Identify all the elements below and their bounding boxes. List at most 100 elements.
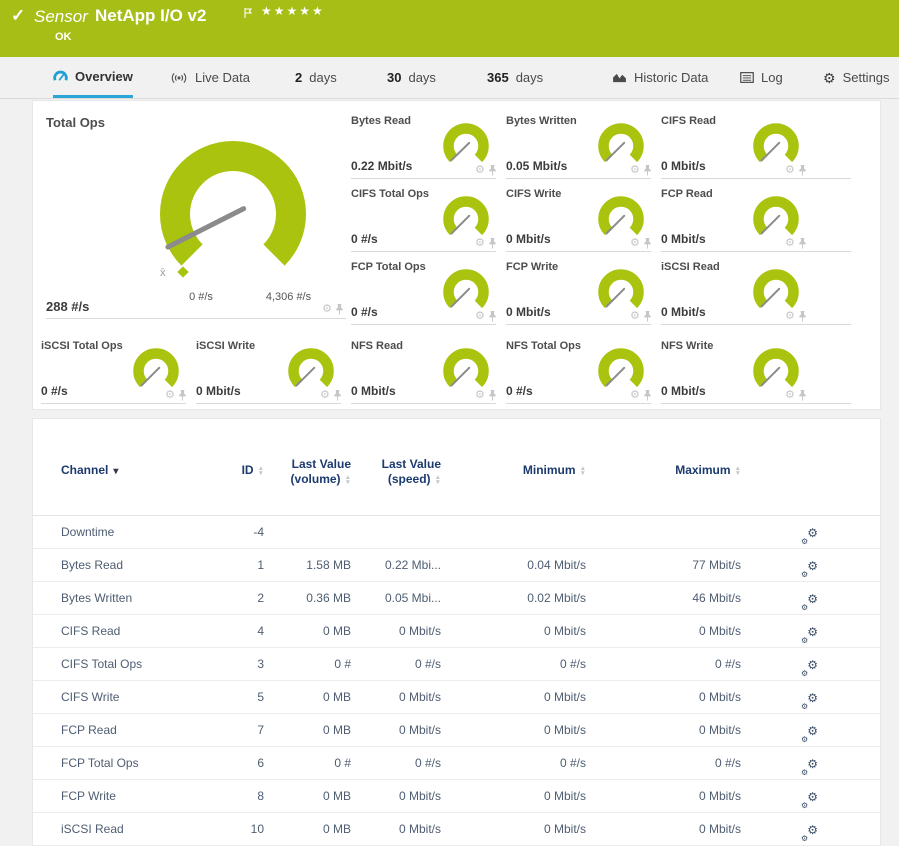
channel-settings-icon[interactable]: ⚙ ⚙ (801, 526, 818, 546)
gauge-needle (760, 214, 781, 235)
channel-settings-icon[interactable]: ⚙ ⚙ (801, 658, 818, 678)
channel-id: 1 (257, 558, 264, 572)
channel-name[interactable]: FCP Read (61, 723, 117, 737)
tab-2-days[interactable]: 2 days (295, 57, 337, 98)
tile-pin-icon[interactable] (333, 390, 342, 401)
gauge-value: 0 #/s (41, 384, 68, 398)
gauge-title: NFS Write (661, 340, 714, 352)
tile-gear-icon[interactable]: ⚙ (475, 164, 485, 176)
sort-arrows-icon: ▲ ▼ (434, 473, 441, 486)
channel-name[interactable]: CIFS Write (61, 690, 120, 704)
gauge-needle (605, 141, 626, 162)
tile-pin-icon[interactable] (488, 238, 497, 249)
priority-stars[interactable]: ★★★★★ (261, 4, 325, 18)
tile-pin-icon[interactable] (335, 304, 344, 315)
tab-live-data[interactable]: Live Data (170, 57, 250, 98)
tab-log[interactable]: Log (740, 57, 783, 98)
column-header-channel[interactable]: Channel ▾ (61, 463, 119, 477)
table-row: CIFS Read 4 0 MB 0 Mbit/s 0 Mbit/s 0 Mbi… (33, 615, 880, 648)
channel-settings-icon[interactable]: ⚙ ⚙ (801, 724, 818, 744)
table-row: FCP Write 8 0 MB 0 Mbit/s 0 Mbit/s 0 Mbi… (33, 780, 880, 813)
tile-pin-icon[interactable] (643, 238, 652, 249)
tile-pin-icon[interactable] (798, 165, 807, 176)
channel-name[interactable]: Bytes Read (61, 558, 124, 572)
tile-pin-icon[interactable] (488, 390, 497, 401)
channel-name[interactable]: FCP Total Ops (61, 756, 139, 770)
tile-gear-icon[interactable]: ⚙ (785, 389, 795, 401)
tab-30-days[interactable]: 30 days (387, 57, 436, 98)
gauge-value: 0 Mbit/s (661, 159, 706, 173)
channel-name[interactable]: FCP Write (61, 789, 116, 803)
tile-gear-icon[interactable]: ⚙ (630, 237, 640, 249)
tile-gear-icon[interactable]: ⚙ (630, 310, 640, 322)
channel-settings-icon[interactable]: ⚙ ⚙ (801, 790, 818, 810)
channel-settings-icon[interactable]: ⚙ ⚙ (801, 823, 818, 843)
tile-pin-icon[interactable] (488, 165, 497, 176)
gauge-value: 0 Mbit/s (351, 384, 396, 398)
column-header-last-value-volume[interactable]: Last Value (volume) ▲ ▼ (290, 457, 351, 486)
tab-overview[interactable]: Overview (53, 57, 133, 98)
channel-last-value-volume: 0 # (334, 756, 351, 770)
tile-pin-icon[interactable] (798, 311, 807, 322)
tile-gear-icon[interactable]: ⚙ (165, 389, 175, 401)
tile-pin-icon[interactable] (643, 165, 652, 176)
sensor-status-badge: OK (55, 31, 72, 43)
table-header-row: Channel ▾ ID ▲ ▼ Last Value (volume) ▲ ▼ Last… (33, 419, 880, 516)
tile-gear-icon[interactable]: ⚙ (785, 164, 795, 176)
tab-settings[interactable]: ⚙ Settings (823, 57, 890, 98)
tile-gear-icon[interactable]: ⚙ (475, 310, 485, 322)
live-icon (170, 71, 188, 84)
gauge-max-label: 4,306 #/s (265, 291, 312, 303)
tile-gear-icon[interactable]: ⚙ (322, 303, 332, 315)
channel-name[interactable]: iSCSI Read (61, 822, 124, 836)
tile-pin-icon[interactable] (643, 390, 652, 401)
column-header-last-value-speed[interactable]: Last Value (speed) ▲ ▼ (381, 457, 441, 486)
tab-label: days (408, 70, 436, 85)
tile-gear-icon[interactable]: ⚙ (475, 237, 485, 249)
gauge-title: NFS Read (351, 340, 403, 352)
tab-historic-data[interactable]: Historic Data (612, 57, 708, 98)
tile-gear-icon[interactable]: ⚙ (475, 389, 485, 401)
column-header-maximum[interactable]: Maximum ▲ ▼ (675, 463, 741, 477)
tab-label: Overview (75, 68, 133, 84)
flag-icon (244, 5, 253, 23)
channel-last-value-speed: 0 Mbit/s (398, 822, 441, 836)
channel-settings-icon[interactable]: ⚙ ⚙ (801, 757, 818, 777)
tile-pin-icon[interactable] (798, 238, 807, 249)
channel-last-value-volume: 0 MB (322, 789, 351, 803)
column-header-minimum[interactable]: Minimum ▲ ▼ (522, 463, 586, 477)
channel-name[interactable]: Bytes Written (61, 591, 133, 605)
channel-settings-icon[interactable]: ⚙ ⚙ (801, 691, 818, 711)
tile-pin-icon[interactable] (488, 311, 497, 322)
channel-settings-icon[interactable]: ⚙ ⚙ (801, 559, 818, 579)
gauge-needle (605, 366, 626, 387)
tile-pin-icon[interactable] (643, 311, 652, 322)
table-row: CIFS Write 5 0 MB 0 Mbit/s 0 Mbit/s 0 Mb… (33, 681, 880, 714)
channel-name[interactable]: Downtime (61, 525, 115, 539)
gauge-needle (140, 366, 161, 387)
tile-gear-icon[interactable]: ⚙ (785, 310, 795, 322)
tile-actions: ⚙ (785, 165, 807, 176)
tile-actions: ⚙ (322, 304, 344, 315)
channel-settings-icon[interactable]: ⚙ ⚙ (801, 625, 818, 645)
tile-pin-icon[interactable] (798, 390, 807, 401)
tile-gear-icon[interactable]: ⚙ (320, 389, 330, 401)
tile-gear-icon[interactable]: ⚙ (630, 389, 640, 401)
channel-settings-icon[interactable]: ⚙ ⚙ (801, 592, 818, 612)
gauge-needle (760, 287, 781, 308)
tile-pin-icon[interactable] (178, 390, 187, 401)
tile-actions: ⚙ (630, 390, 652, 401)
gauge-value: 0 Mbit/s (506, 232, 551, 246)
channel-name[interactable]: CIFS Total Ops (61, 657, 143, 671)
tab-label: Settings (842, 70, 890, 85)
column-header-id[interactable]: ID ▲ ▼ (241, 463, 264, 477)
channel-name[interactable]: CIFS Read (61, 624, 121, 638)
channel-id: 10 (250, 822, 264, 836)
tile-gear-icon[interactable]: ⚙ (630, 164, 640, 176)
gauges-panel: Total Ops x̄ 0 #/s 4,306 #/s 288 #/s ⚙ B… (32, 100, 881, 410)
gauge-value: 0 Mbit/s (196, 384, 241, 398)
tile-gear-icon[interactable]: ⚙ (785, 237, 795, 249)
tab-365-days[interactable]: 365 days (487, 57, 543, 98)
channel-id: -4 (253, 525, 264, 539)
gauge-title: Bytes Read (351, 115, 411, 127)
